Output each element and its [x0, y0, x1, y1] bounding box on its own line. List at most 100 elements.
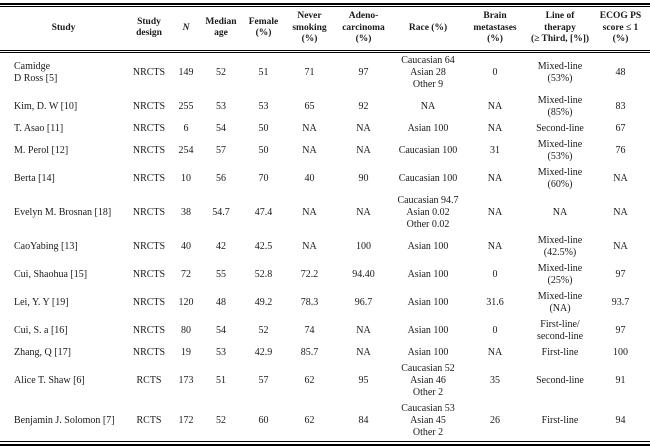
table-cell: Cui, Shaohua [15]: [14, 268, 88, 280]
table-row: Evelyn M. Brosnan [18] NRCTS 38 54.7 47.4 NA N…: [0, 193, 650, 233]
table-cell: 54: [216, 324, 226, 336]
table-cell: 42.5: [254, 240, 273, 252]
table-cell: 62: [304, 414, 315, 426]
table-cell: NA: [487, 346, 503, 358]
table-cell: 0: [492, 66, 498, 78]
table-cell: 49.2: [254, 296, 273, 308]
table-cell: Mixed-line (25%): [537, 262, 583, 286]
table-cell: 72.2: [300, 268, 319, 280]
table-cell: NA: [552, 206, 568, 218]
column-header-study-design: Study design: [128, 6, 170, 53]
column-header-n: N: [170, 6, 202, 53]
table-header: Study Study design N Median age Female (…: [0, 6, 650, 53]
table-cell: 62: [304, 374, 315, 386]
table-cell: Alice T. Shaw [6]: [14, 374, 85, 386]
column-header-adenocarcinoma: Adeno- carcinoma (%): [332, 6, 395, 53]
table-cell: NRCTS: [132, 66, 166, 78]
table-cell: Asian 100: [407, 240, 449, 252]
table-body: Camidge D Ross [5] NRCTS 149 52 51 71 97 Caucas…: [0, 51, 650, 441]
table-cell: 52: [216, 66, 226, 78]
table-cell: 255: [178, 100, 194, 112]
table-cell: Mixed-line (53%): [537, 138, 583, 162]
table-cell: NA: [302, 240, 317, 252]
table-cell: Caucasian 100: [398, 172, 458, 184]
table-cell: 52: [258, 324, 269, 336]
column-header-brain-metastases: Brain metastases (%): [461, 6, 529, 53]
table-cell: Mixed-line (85%): [537, 94, 583, 118]
table-cell: 52.8: [254, 268, 273, 280]
paper-table-container: Study Study design N Median age Female (…: [0, 3, 650, 446]
table-cell: 70: [258, 172, 269, 184]
table-cell: NRCTS: [132, 296, 166, 308]
table-cell: NA: [487, 206, 503, 218]
table-cell: 60: [258, 414, 269, 426]
table-cell: 84: [358, 414, 369, 426]
table-cell: 0: [492, 324, 498, 336]
table-cell: 6: [183, 122, 189, 134]
table-cell: NA: [356, 206, 371, 218]
table-cell: 31: [490, 144, 500, 156]
table-cell: Mixed-line (53%): [537, 60, 583, 84]
table-row: Berta [14] NRCTS 10 56 70 40 90 Caucasian 100 NA…: [0, 165, 650, 193]
table-cell: NRCTS: [132, 144, 166, 156]
table-cell: NA: [487, 240, 503, 252]
table-row: T. Asao [11] NRCTS 6 54 50 NA NA Asian 100 NA Sec…: [0, 121, 650, 137]
table-cell: 97: [358, 66, 369, 78]
table-cell: 83: [615, 100, 626, 112]
table-cell: 94: [615, 414, 626, 426]
table-cell: 55: [216, 268, 226, 280]
table-cell: Caucasian 52 Asian 46 Other 2: [401, 362, 455, 398]
table-row: Alice T. Shaw [6] RCTS 173 51 57 62 95 Caucasia…: [0, 361, 650, 401]
table-cell: First-line: [541, 414, 579, 426]
table-cell: 53: [258, 100, 269, 112]
table-cell: NRCTS: [132, 268, 166, 280]
table-cell: 51: [258, 66, 269, 78]
table-row: Cui, Shaohua [15] NRCTS 72 55 52.8 72.2 94.40 A…: [0, 261, 650, 289]
table-cell: NA: [613, 240, 628, 252]
table-cell: 76: [615, 144, 626, 156]
table-cell: 95: [358, 374, 369, 386]
table-cell: 56: [216, 172, 226, 184]
table-cell: Asian 100: [407, 122, 449, 134]
table-cell: 0: [492, 268, 498, 280]
table-cell: 48: [216, 296, 226, 308]
table-cell: NA: [613, 172, 628, 184]
table-cell: 48: [615, 66, 626, 78]
table-cell: NA: [487, 172, 503, 184]
table-cell: Mixed-line (60%): [537, 166, 583, 190]
table-cell: 31.6: [486, 296, 504, 308]
table-cell: 47.4: [254, 206, 273, 218]
table-row: Lei, Y. Y [19] NRCTS 120 48 49.2 78.3 96.7 Asia…: [0, 289, 650, 317]
column-header-race: Race (%): [395, 6, 461, 53]
table-cell: NA: [420, 100, 436, 112]
table-cell: Mixed-line (42.5%): [537, 234, 583, 258]
table-cell: CaoYabing [13]: [14, 240, 78, 252]
table-cell: 254: [178, 144, 194, 156]
table-cell: Camidge D Ross [5]: [14, 60, 58, 84]
table-cell: 50: [258, 144, 269, 156]
table-cell: Second-line: [536, 374, 584, 386]
table-row: Benjamin J. Solomon [7] RCTS 172 52 60 62 84 Ca…: [0, 401, 650, 442]
column-header-median-age: Median age: [202, 6, 240, 53]
table-cell: 91: [615, 374, 626, 386]
table-cell: 80: [181, 324, 191, 336]
table-cell: 53: [216, 346, 226, 358]
table-cell: NRCTS: [132, 100, 166, 112]
table-cell: 26: [490, 414, 500, 426]
table-cell: 57: [216, 144, 226, 156]
table-cell: 51: [216, 374, 226, 386]
table-cell: NA: [302, 122, 317, 134]
table-cell: NA: [356, 122, 371, 134]
table-cell: NA: [356, 346, 371, 358]
table-cell: 19: [181, 346, 191, 358]
table-row: Cui, S. a [16] NRCTS 80 54 52 74 NA Asian 100 0 F…: [0, 317, 650, 345]
table-cell: Caucasian 100: [398, 144, 458, 156]
table-cell: NRCTS: [132, 122, 166, 134]
table-cell: NA: [487, 100, 503, 112]
table-cell: Mixed-line (NA): [537, 290, 583, 314]
table-cell: 173: [178, 374, 194, 386]
table-cell: NRCTS: [132, 206, 166, 218]
table-cell: 97: [615, 268, 626, 280]
table-cell: First-line/ second-line: [536, 318, 584, 342]
table-cell: RCTS: [136, 414, 162, 426]
